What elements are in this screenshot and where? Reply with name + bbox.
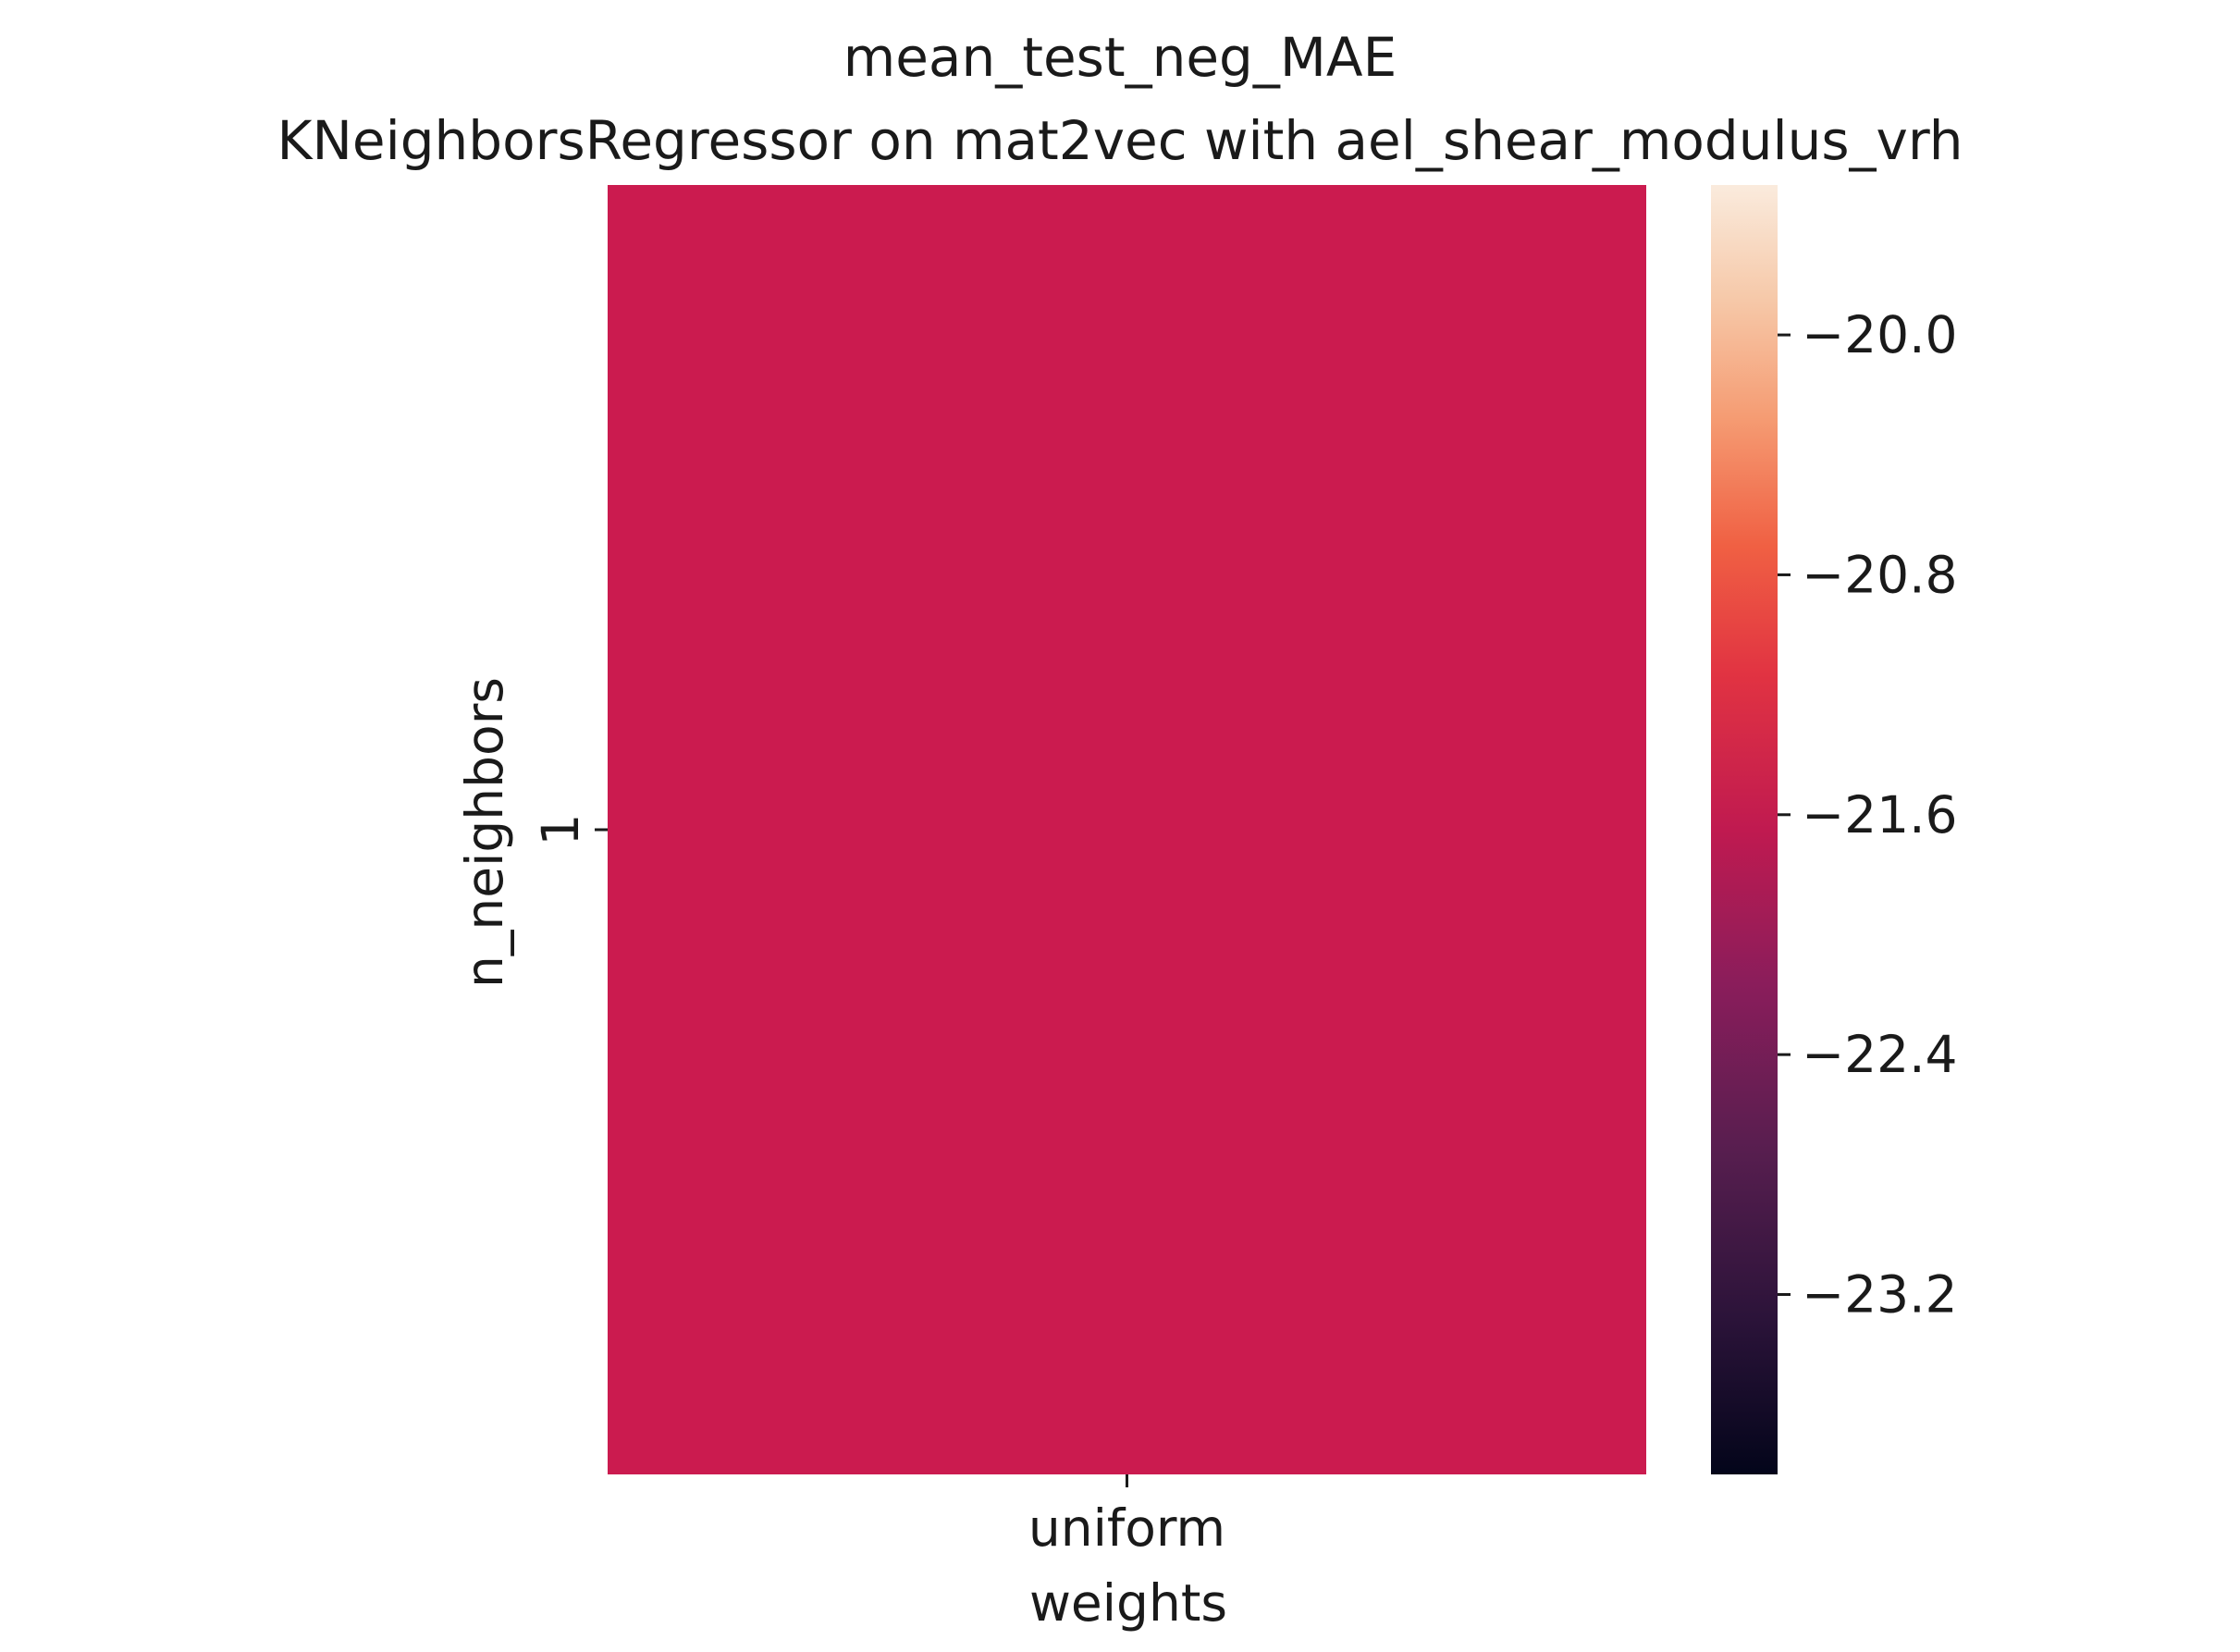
chart-title: mean_test_neg_MAE [843, 26, 1397, 89]
y-tick-label: 1 [531, 814, 590, 846]
heatmap-cell [608, 185, 1646, 1474]
heatmap-cells [608, 185, 1646, 1474]
colorbar-tick-label: −21.6 [1802, 785, 1958, 844]
colorbar-tick-label: −20.0 [1802, 305, 1958, 364]
colorbar-ticks: −20.0 −20.8 −21.6 −22.4 −23.2 [1778, 305, 1958, 1324]
chart-subtitle: KNeighborsRegressor on mat2vec with ael_… [277, 109, 1963, 172]
x-axis: uniform [1028, 1474, 1225, 1558]
x-axis-label: weights [1029, 1573, 1227, 1633]
colorbar-tick-label: −20.8 [1802, 545, 1958, 604]
x-tick-label: uniform [1028, 1498, 1225, 1558]
y-axis-label: n_neighbors [455, 677, 514, 988]
y-axis: 1 [531, 814, 608, 846]
colorbar-tick-label: −23.2 [1802, 1264, 1958, 1324]
colorbar [1711, 185, 1778, 1474]
colorbar-tick-label: −22.4 [1802, 1025, 1958, 1084]
